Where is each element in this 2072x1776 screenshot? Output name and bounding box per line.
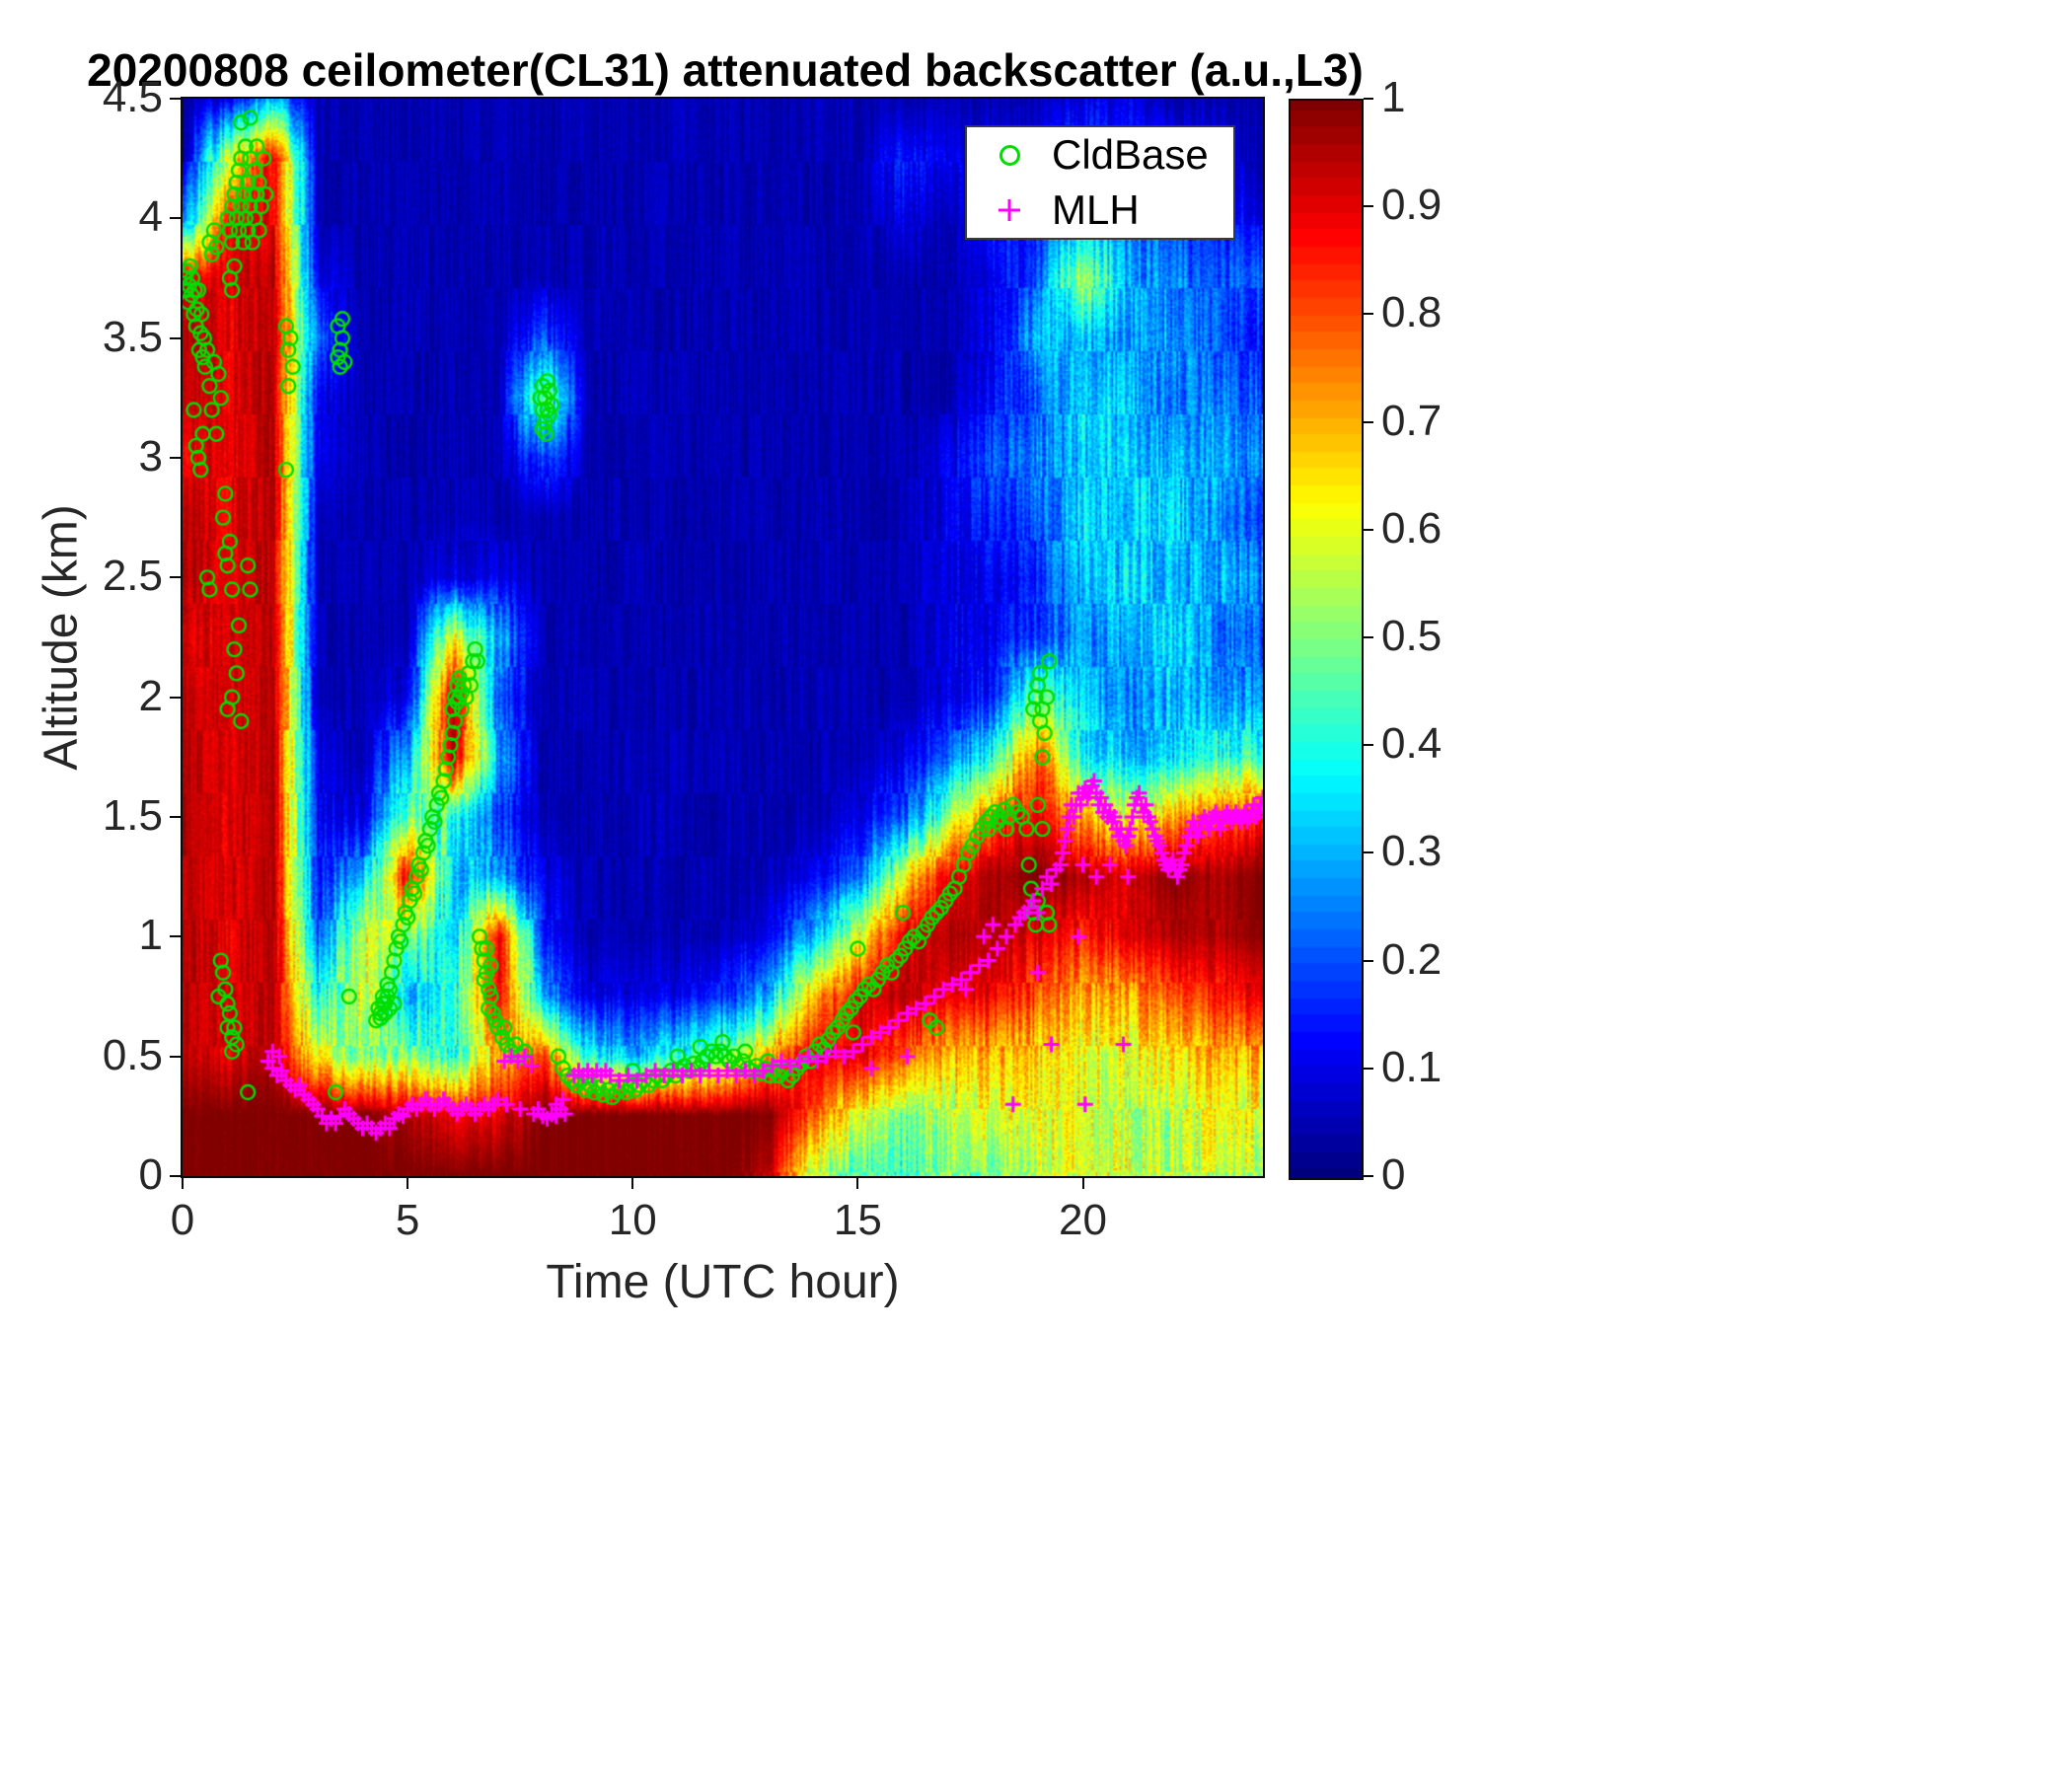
colorbar-tick-label: 0.1 — [1381, 1042, 1443, 1091]
legend: CldBase MLH — [965, 125, 1235, 240]
colorbar-tick-label: 0.9 — [1381, 181, 1443, 230]
x-tick-label: 0 — [170, 1196, 195, 1244]
y-axis-label: Altitude (km) — [35, 504, 88, 771]
colorbar-tick-mark — [1364, 851, 1373, 854]
y-tick-label: 0 — [138, 1150, 163, 1199]
y-tick-mark — [170, 576, 183, 579]
x-tick-mark — [856, 1176, 859, 1189]
y-tick-label: 1 — [138, 911, 163, 960]
y-tick-label: 3.5 — [102, 312, 163, 361]
legend-label-mlh: MLH — [1052, 186, 1140, 233]
y-tick-mark — [170, 217, 183, 220]
y-tick-label: 2.5 — [102, 552, 163, 601]
y-tick-label: 1.5 — [102, 791, 163, 840]
colorbar-tick-label: 0.6 — [1381, 503, 1443, 553]
y-tick-mark — [170, 696, 183, 699]
x-tick-label: 20 — [1059, 1196, 1107, 1244]
colorbar-tick-label: 0.7 — [1381, 396, 1443, 445]
colorbar-tick-label: 0.3 — [1381, 827, 1443, 876]
colorbar-tick-mark — [1364, 420, 1373, 423]
x-tick-label: 10 — [608, 1196, 657, 1244]
circle-marker-icon — [967, 144, 1052, 166]
x-tick-mark — [407, 1176, 409, 1189]
colorbar-tick-mark — [1364, 98, 1373, 100]
legend-item-cldbase: CldBase — [967, 130, 1233, 180]
colorbar-tick-label: 0 — [1381, 1150, 1406, 1199]
colorbar-tick-mark — [1364, 636, 1373, 638]
y-tick-label: 4 — [138, 192, 163, 242]
colorbar-tick-mark — [1364, 959, 1373, 962]
x-tick-label: 15 — [833, 1196, 882, 1244]
x-tick-label: 5 — [395, 1196, 420, 1244]
plot-area — [183, 99, 1263, 1176]
colorbar-tick-label: 0.8 — [1381, 288, 1443, 337]
colorbar — [1289, 99, 1364, 1180]
y-tick-mark — [170, 98, 183, 100]
chart-title: 20200808 ceilometer(CL31) attenuated bac… — [87, 44, 1364, 96]
colorbar-tick-label: 0.4 — [1381, 719, 1443, 769]
legend-label-cldbase: CldBase — [1052, 131, 1209, 178]
y-tick-mark — [170, 1055, 183, 1058]
colorbar-gradient — [1291, 101, 1362, 1178]
colorbar-tick-mark — [1364, 744, 1373, 747]
y-tick-label: 0.5 — [102, 1030, 163, 1079]
y-tick-mark — [170, 935, 183, 938]
plus-marker-icon — [967, 197, 1052, 223]
colorbar-tick-label: 1 — [1381, 73, 1406, 121]
x-tick-mark — [182, 1176, 184, 1189]
scatter-markers-canvas — [183, 99, 1263, 1176]
legend-item-mlh: MLH — [967, 185, 1233, 235]
colorbar-tick-mark — [1364, 528, 1373, 531]
colorbar-tick-mark — [1364, 205, 1373, 208]
y-tick-label: 3 — [138, 432, 163, 481]
y-tick-label: 2 — [138, 671, 163, 720]
colorbar-tick-label: 0.5 — [1381, 612, 1443, 660]
y-tick-label: 4.5 — [102, 73, 163, 121]
x-tick-mark — [631, 1176, 634, 1189]
y-tick-mark — [170, 336, 183, 339]
x-tick-mark — [1081, 1176, 1084, 1189]
x-axis-label: Time (UTC hour) — [546, 1256, 900, 1308]
colorbar-tick-mark — [1364, 1175, 1373, 1177]
colorbar-tick-mark — [1364, 1067, 1373, 1070]
y-tick-mark — [170, 457, 183, 459]
colorbar-tick-label: 0.2 — [1381, 934, 1443, 984]
colorbar-tick-mark — [1364, 313, 1373, 316]
y-tick-mark — [170, 816, 183, 818]
y-tick-mark — [170, 1175, 183, 1177]
